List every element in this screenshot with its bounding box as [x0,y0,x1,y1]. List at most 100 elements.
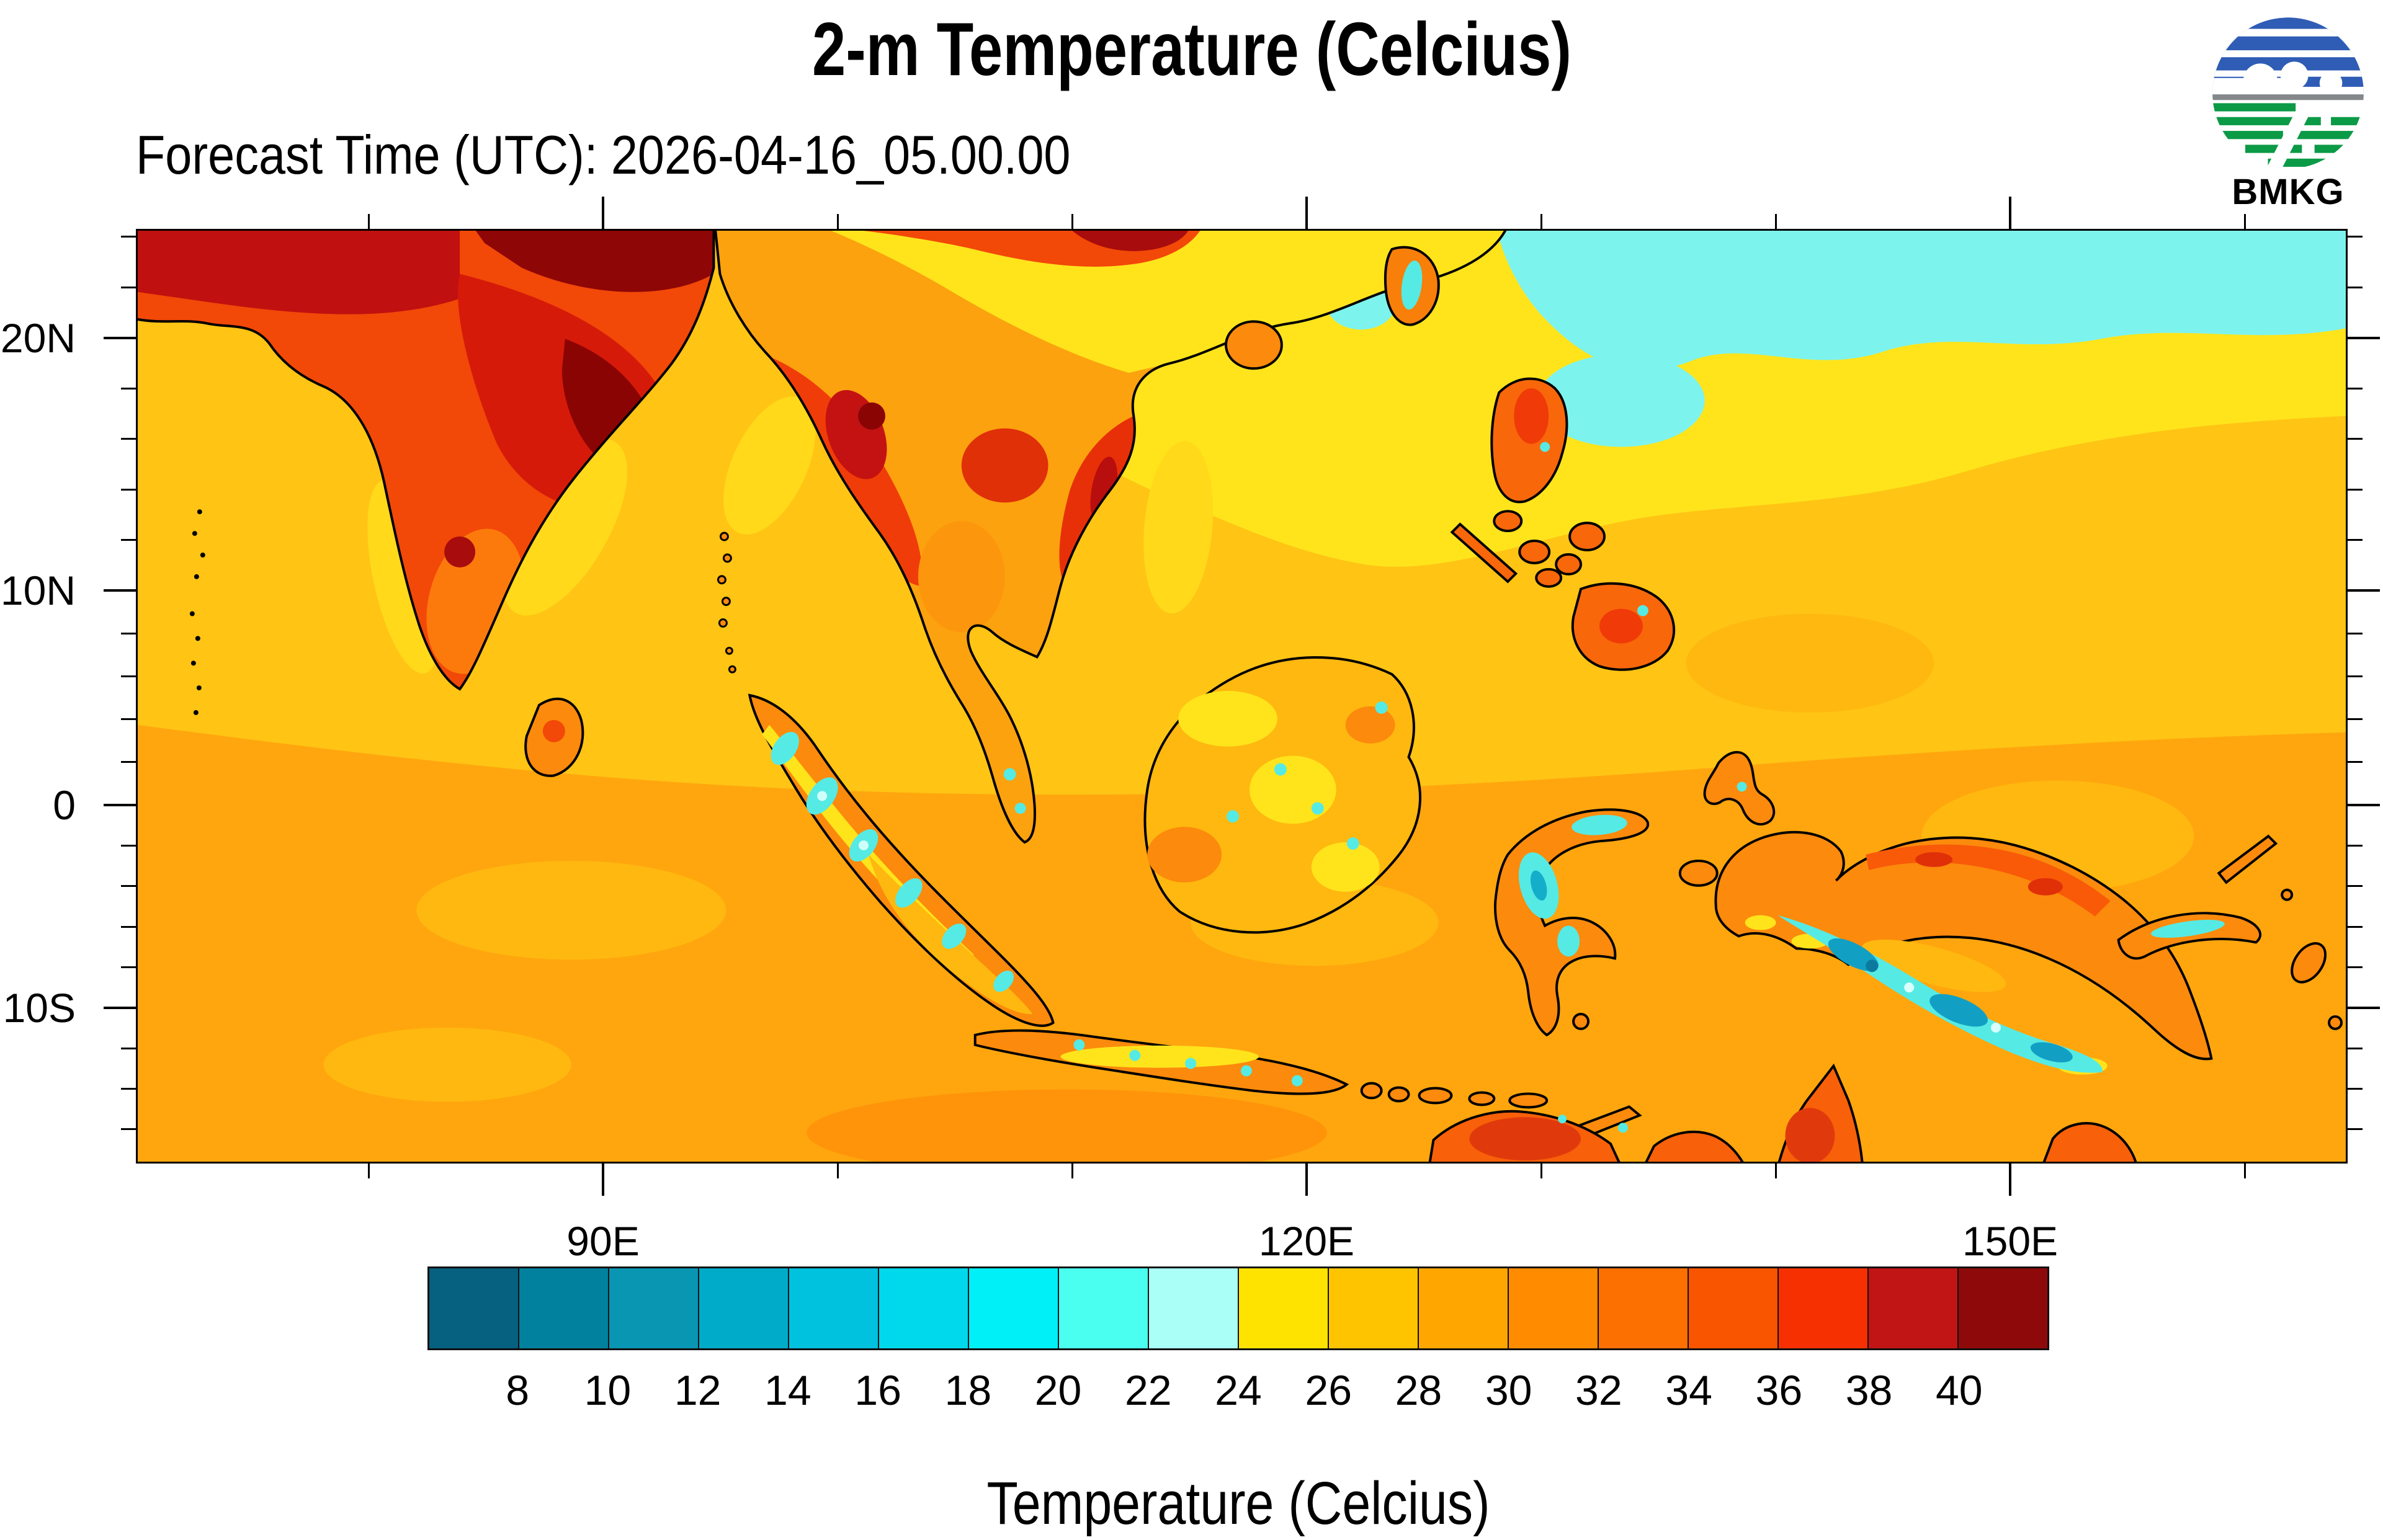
axis-tick [367,214,370,229]
axis-tick [2348,925,2363,928]
sulawesi-island [1494,808,1649,1037]
axis-tick [1774,1164,1777,1178]
axis-tick [104,589,136,592]
page-title-text: 2-m Temperature (Celcius) [811,7,1572,91]
colorbar-cell [699,1268,789,1348]
axis-tick [121,925,136,928]
forecast-time: Forecast Time (UTC): 2026-04-16_05.00.00 [136,125,1198,185]
colorbar-cell [1689,1268,1779,1348]
colorbar-tick-label: 24 [1215,1367,1262,1414]
axis-tick [104,1007,136,1009]
axis-tick [2348,885,2363,888]
colorbar-cell [1329,1268,1419,1348]
axis-tick [2009,197,2011,229]
colorbar-tick-label: 38 [1845,1367,1893,1414]
colorbar-tick-label: 22 [1124,1367,1172,1414]
axis-tick [1071,214,1073,229]
page-title: 2-m Temperature (Celcius) [0,7,2383,91]
colorbar-cell [879,1268,969,1348]
colorbar-cell [789,1268,879,1348]
axis-tick [2348,718,2363,721]
axis-tick [1305,1164,1308,1196]
colorbar-cell [1599,1268,1689,1348]
lon-tick-label: 90E [566,1218,640,1264]
axis-tick [121,1047,136,1049]
axis-tick [1540,214,1542,229]
axis-tick [602,197,604,229]
axis-tick [1540,1164,1542,1178]
axis-tick [121,632,136,634]
logo-horizon [2212,94,2364,100]
colorbar-tick-label: 16 [854,1367,901,1414]
axis-tick [2348,337,2380,339]
coastal-warm-fringes [367,396,1214,674]
new-guinea-island [1714,830,2213,1075]
australia-north [1428,1063,2137,1162]
axis-tick [121,539,136,541]
axis-tick [121,1128,136,1131]
axis-tick [2348,1128,2363,1131]
asia-coastline [714,231,1507,844]
colorbar-cell [1509,1268,1599,1348]
taiwan-island [1384,246,1440,326]
sri-lanka-island [524,697,584,777]
colorbar-cell [1059,1268,1149,1348]
axis-tick [1305,197,1308,229]
axis-tick [2348,235,2363,238]
axis-tick [367,1164,370,1178]
axis-tick [1774,214,1777,229]
colorbar-tick-label: 8 [506,1367,530,1414]
philippines-hot-spots [1514,388,1648,644]
colorbar-cell [1149,1268,1239,1348]
colorbar-tick-label: 30 [1485,1367,1532,1414]
colorbar-cell [1419,1268,1509,1348]
axis-tick [2348,438,2363,440]
hainan-island [1225,320,1283,370]
logo-swoosh-gap [2261,100,2314,169]
lakshadweep-maldives-dots [189,509,205,715]
axis-tick [836,214,839,229]
axis-tick [836,1164,839,1178]
temperature-map [136,229,2348,1164]
colorbar-tick-label: 20 [1034,1367,1082,1414]
lon-tick-label: 120E [1258,1218,1355,1264]
borneo-island [1143,656,1422,934]
colorbar-tick-label: 28 [1395,1367,1442,1414]
forecast-time-text: Forecast Time (UTC): 2026-04-16_05.00.00 [136,124,1071,185]
colorbar-tick-label: 18 [944,1367,992,1414]
colorbar-cell [429,1268,519,1348]
bmkg-logo-label: BMKG [2232,172,2345,212]
axis-tick [121,761,136,763]
india-coastline [138,231,715,691]
colorbar-tick-label: 32 [1575,1367,1622,1414]
axis-tick [602,1164,604,1196]
lat-tick-label: 10N [0,567,76,613]
bmkg-logo: BMKG [2207,7,2369,212]
colorbar-tick-label: 26 [1305,1367,1352,1414]
axis-tick [2348,761,2363,763]
colorbar-cell [1239,1268,1329,1348]
colorbar-tick-label: 12 [674,1367,722,1414]
axis-tick [2348,632,2363,634]
colorbar-cell [969,1268,1059,1348]
axis-tick [2348,589,2380,592]
axis-tick [2348,539,2363,541]
colorbar-cell [1869,1268,1959,1348]
colorbar-tick-label: 34 [1665,1367,1712,1414]
axis-tick [2348,966,2363,969]
axis-tick [2348,1007,2380,1009]
axis-tick [2009,1164,2011,1196]
colorbar-tick-label: 10 [584,1367,632,1414]
axis-tick [2348,1087,2363,1090]
asia-mainland [714,231,1508,844]
java-island [973,1029,1349,1095]
andaman-nicobar-islands [717,532,736,674]
temperature-colorbar [427,1266,2049,1350]
axis-tick [2348,387,2363,389]
axis-tick [121,844,136,847]
colorbar-title: Temperature (Celcius) [427,1469,2049,1538]
temperature-field [138,231,2346,1162]
lat-tick-label: 0 [53,782,76,828]
colorbar-title-text: Temperature (Celcius) [986,1469,1490,1537]
axis-tick [121,235,136,238]
